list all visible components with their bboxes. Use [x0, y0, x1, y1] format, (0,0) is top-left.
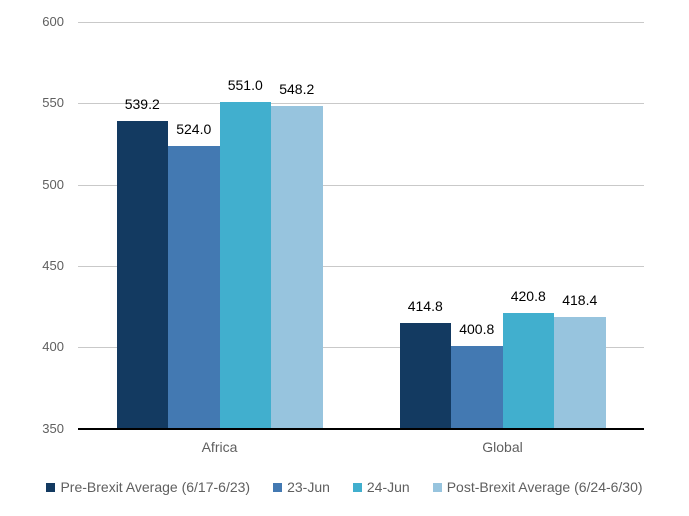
bar-series1-global: [399, 323, 451, 429]
legend-item-3: 24-Jun: [352, 478, 410, 496]
bar-series1-africa: [116, 120, 168, 429]
legend-swatch-icon: [432, 482, 442, 492]
legend-item-label: Post-Brexit Average (6/24-6/30): [446, 479, 643, 495]
y-axis-tick-label: 450: [42, 257, 64, 273]
legend-swatch-icon: [273, 482, 283, 492]
legend-item-4: Post-Brexit Average (6/24-6/30): [432, 478, 643, 496]
bar-series2-africa: [168, 145, 220, 429]
data-label: 551.0: [227, 76, 263, 93]
data-label: 418.4: [562, 292, 598, 309]
x-axis-category-label: Africa: [201, 438, 238, 455]
gridline-600: [78, 22, 644, 23]
data-label: 420.8: [510, 288, 546, 305]
x-axis-line: [78, 428, 644, 430]
legend-swatch-icon: [352, 482, 362, 492]
bar-series3-global: [502, 313, 554, 429]
data-label: 548.2: [279, 81, 315, 98]
gridline-500: [78, 184, 644, 186]
legend-item-label: Pre-Brexit Average (6/17-6/23): [60, 479, 251, 495]
legend-item-label: 23-Jun: [287, 479, 330, 495]
bar-series3-africa: [219, 101, 271, 429]
x-axis-category-label: Global: [482, 438, 523, 455]
y-axis-tick-label: 600: [42, 14, 64, 29]
gridline-450: [78, 265, 644, 267]
bar-series4-global: [554, 317, 606, 429]
legend-item-2: 23-Jun: [273, 478, 330, 496]
y-axis-tick-label: 550: [42, 95, 64, 111]
gridline-400: [78, 347, 644, 349]
bar-series2-global: [451, 345, 503, 429]
data-label: 400.8: [459, 320, 495, 337]
legend: Pre-Brexit Average (6/17-6/23) 23-Jun 24-J…: [0, 478, 689, 496]
y-axis-tick-label: 400: [42, 339, 64, 355]
y-axis-tick-label: 350: [42, 420, 64, 436]
legend-item-1: Pre-Brexit Average (6/17-6/23): [46, 478, 250, 496]
y-axis-tick-label: 500: [42, 176, 64, 192]
data-label: 524.0: [176, 120, 212, 137]
bar-series4-africa: [271, 106, 323, 429]
legend-swatch-icon: [46, 482, 56, 492]
gridline-550: [78, 103, 644, 105]
data-label: 539.2: [124, 95, 160, 112]
data-label: 414.8: [407, 298, 443, 315]
legend-item-label: 24-Jun: [366, 479, 410, 495]
